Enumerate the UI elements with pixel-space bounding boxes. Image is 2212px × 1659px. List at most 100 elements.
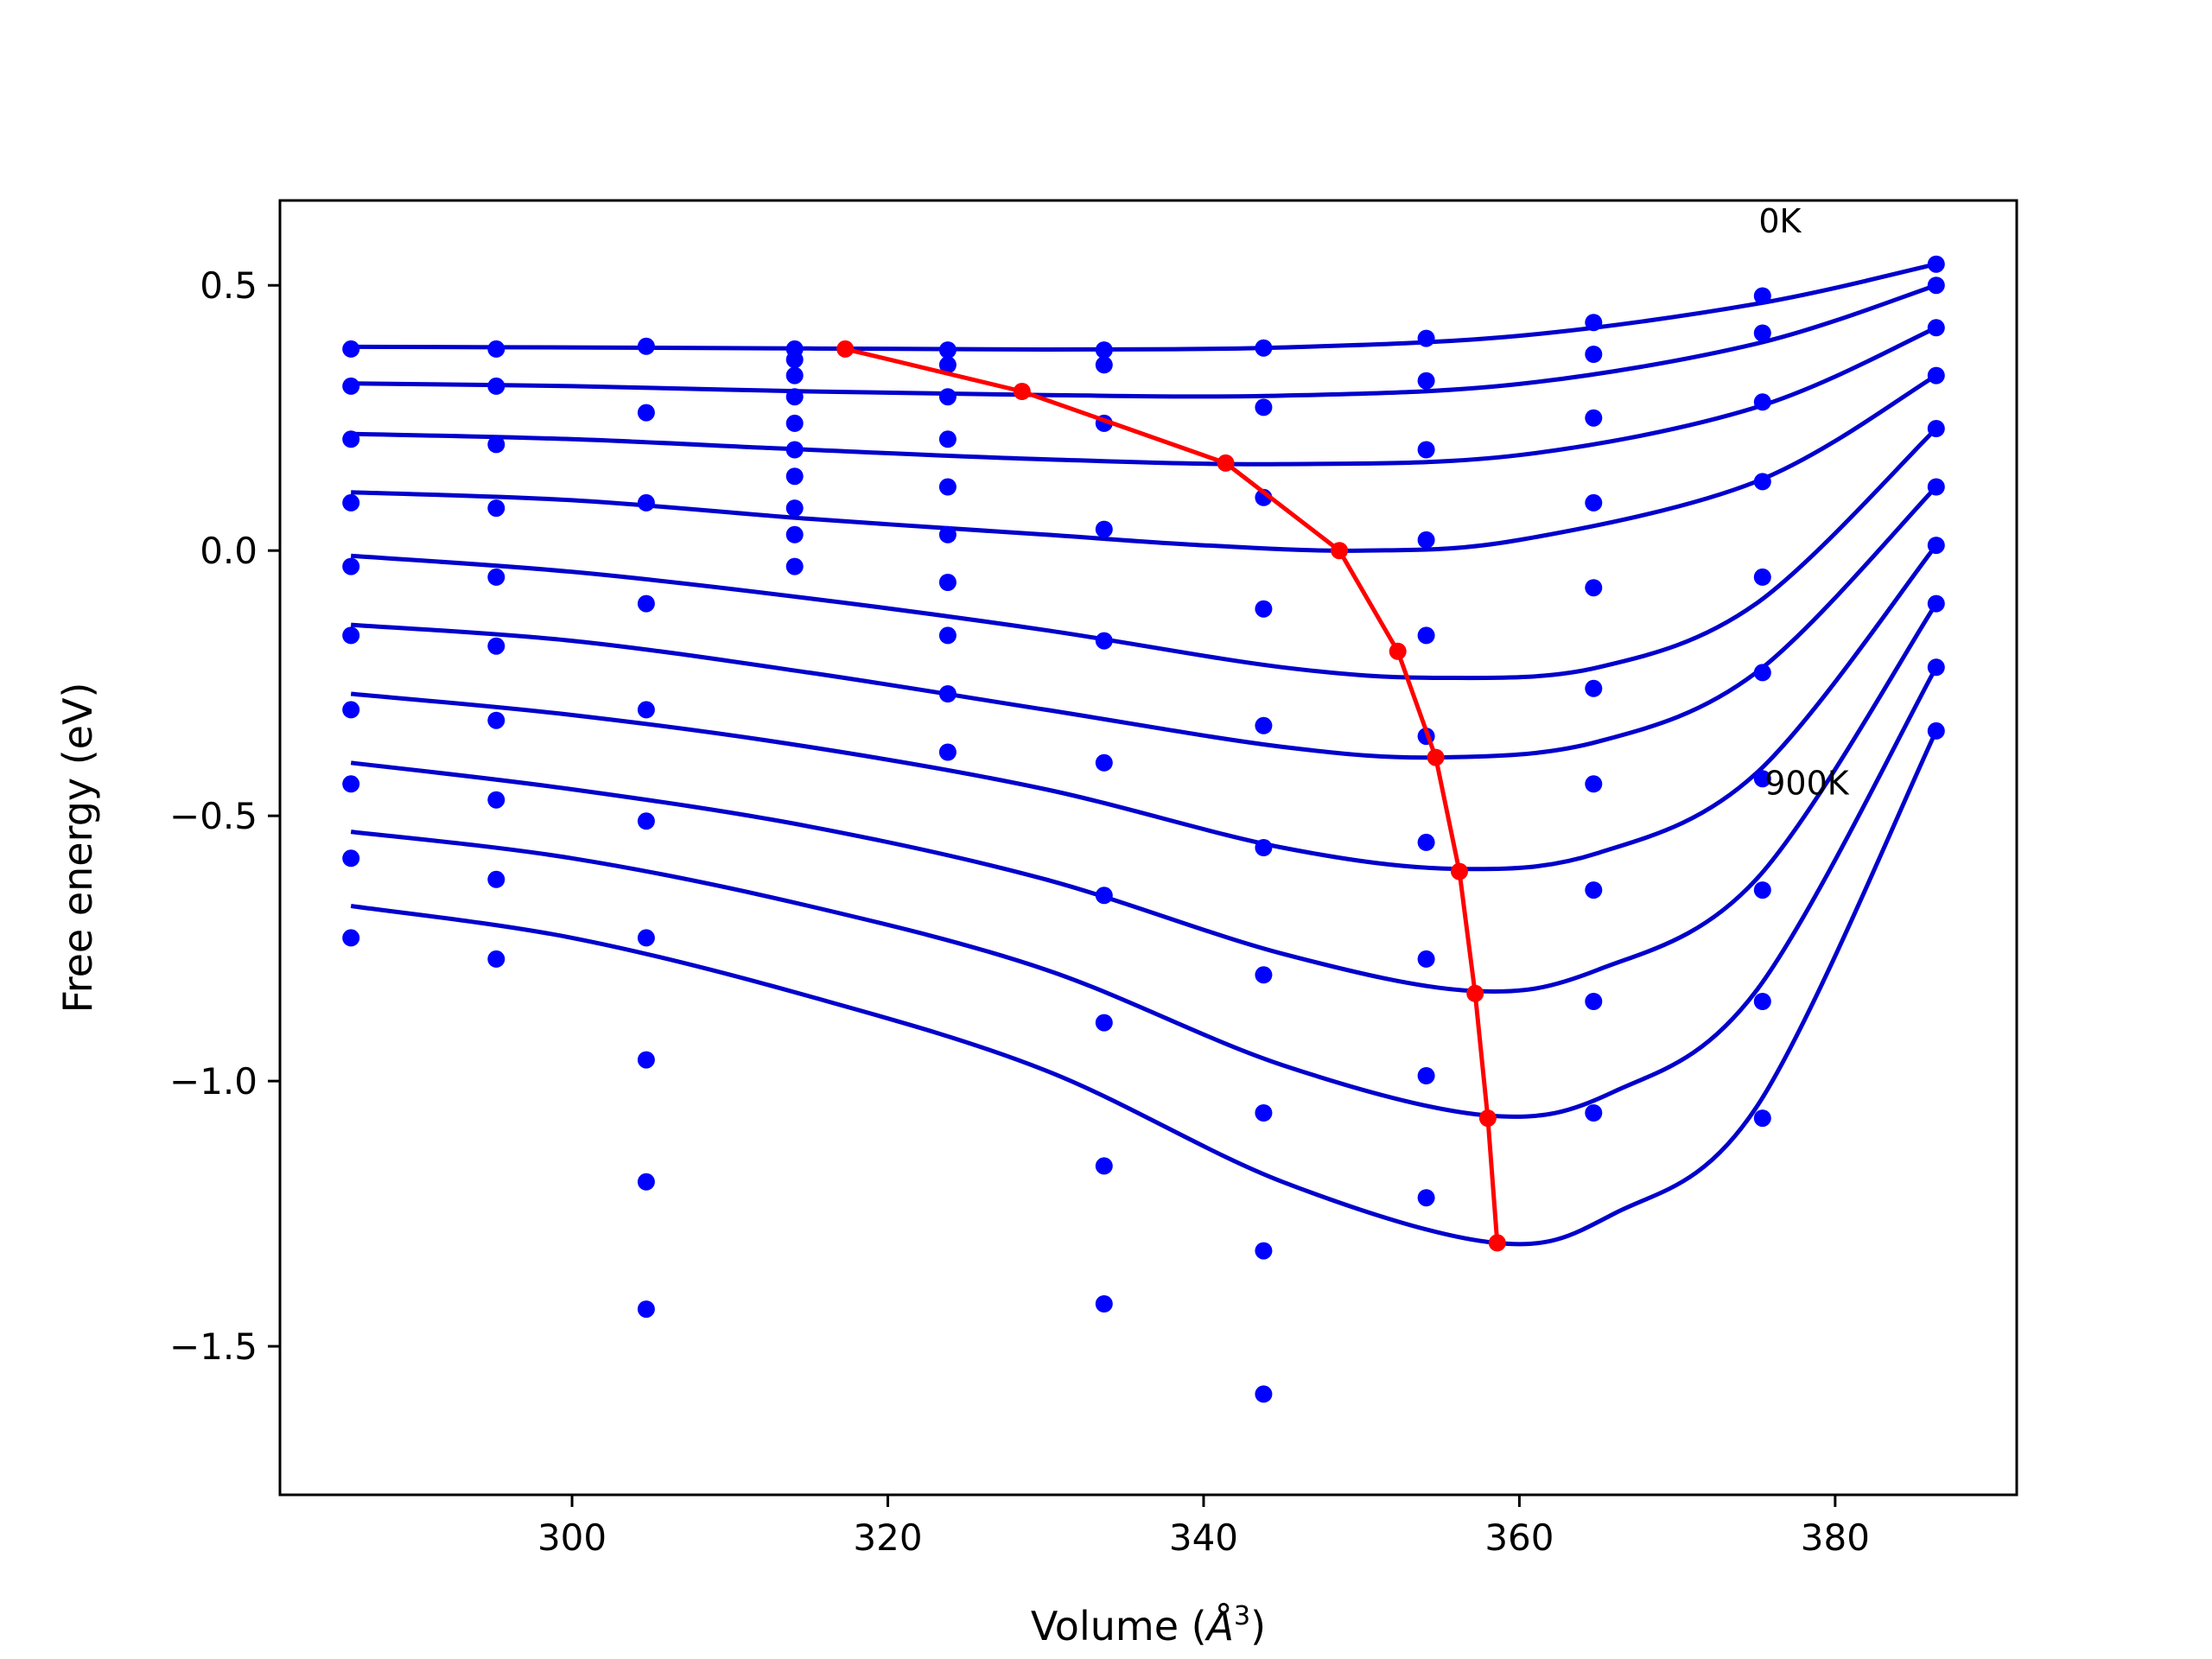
data-point-800k-4 xyxy=(938,685,957,702)
data-point-900k-10 xyxy=(1927,721,1945,740)
fit-curve-500k xyxy=(351,485,1938,760)
data-point-100k-5 xyxy=(1095,356,1113,374)
minimum-path-line xyxy=(844,346,1500,1243)
data-point-600k-10 xyxy=(1927,537,1945,555)
y-tick-label-0: 0.5 xyxy=(200,264,257,307)
data-point-900k-2 xyxy=(637,1300,655,1319)
data-point-200k-4 xyxy=(938,388,957,406)
data-point-300k-6 xyxy=(1255,600,1273,618)
data-point-600k-7 xyxy=(1417,833,1435,851)
data-point-500k-4 xyxy=(938,525,957,543)
minimum-point-8 xyxy=(1478,1109,1497,1128)
data-point-400k-8 xyxy=(1585,579,1603,597)
data-point-600k-6 xyxy=(1255,966,1273,984)
data-point-100k-2 xyxy=(637,404,655,422)
data-point-800k-10 xyxy=(1927,658,1945,677)
x-tick-label-300: 300 xyxy=(537,1516,607,1559)
minimum-point-5 xyxy=(1427,748,1445,766)
data-point-400k-0 xyxy=(342,557,360,575)
data-point-800k-5 xyxy=(1095,1157,1113,1175)
data-point-900k-5 xyxy=(1095,1295,1113,1313)
x-tick-label-320: 320 xyxy=(853,1516,922,1559)
data-point-0k-1 xyxy=(487,340,505,358)
minimum-point-2 xyxy=(1217,454,1235,472)
x-axis-ticks: 300 320 340 360 380 xyxy=(537,1495,1870,1559)
data-point-900k-3 xyxy=(785,557,804,575)
x-tick-label-340: 340 xyxy=(1169,1516,1238,1559)
data-point-500k-6 xyxy=(1255,839,1273,856)
x-tick-label-380: 380 xyxy=(1801,1516,1870,1559)
data-point-300k-3 xyxy=(785,388,804,406)
minimum-point-6 xyxy=(1451,862,1468,880)
data-point-200k-1 xyxy=(487,435,505,454)
data-point-300k-2 xyxy=(637,594,655,613)
data-point-0k-7 xyxy=(1417,329,1435,347)
data-point-400k-6 xyxy=(1255,716,1273,734)
fit-curve-800k xyxy=(350,666,1938,1119)
data-point-800k-8 xyxy=(1585,993,1603,1010)
data-point-0k-5 xyxy=(1095,341,1113,359)
data-point-700k-8 xyxy=(1585,881,1603,899)
y-tick-label-1: 0.0 xyxy=(200,530,257,572)
annotation-900k: 900K xyxy=(1764,765,1850,803)
data-point-0k-2 xyxy=(637,337,655,355)
y-tick-label-2: −0.5 xyxy=(169,795,257,837)
data-point-400k-3 xyxy=(785,414,804,432)
data-point-100k-0 xyxy=(342,377,360,395)
data-point-300k-1 xyxy=(487,499,505,518)
data-point-0k-6 xyxy=(1255,339,1273,357)
data-point-900k-9 xyxy=(1753,1109,1771,1128)
data-point-500k-8 xyxy=(1585,679,1603,697)
data-point-600k-3 xyxy=(785,467,804,486)
data-point-700k-4 xyxy=(938,626,957,645)
annotation-0k: 0K xyxy=(1758,202,1802,240)
x-axis-unit: Å xyxy=(1205,1603,1234,1649)
data-point-500k-2 xyxy=(637,812,655,830)
data-point-500k-9 xyxy=(1753,664,1771,682)
fit-curve-200k xyxy=(351,326,1937,467)
x-axis-label-text: Volume xyxy=(1031,1603,1179,1649)
data-point-700k-6 xyxy=(1255,1104,1273,1122)
data-point-500k-5 xyxy=(1095,753,1113,772)
data-point-500k-10 xyxy=(1927,478,1945,496)
data-point-800k-9 xyxy=(1753,993,1771,1010)
minimum-point-4 xyxy=(1389,642,1407,660)
data-point-100k-7 xyxy=(1417,372,1435,390)
data-point-900k-8 xyxy=(1585,1104,1603,1122)
data-point-300k-4 xyxy=(938,430,957,448)
data-point-100k-1 xyxy=(487,377,505,395)
data-point-100k-10 xyxy=(1927,276,1945,295)
data-point-200k-2 xyxy=(637,493,655,512)
data-point-0k-9 xyxy=(1753,287,1771,305)
y-axis-ticks: 0.5 0.0 −0.5 −1.0 −1.5 xyxy=(169,264,280,1368)
minimum-point-7 xyxy=(1466,984,1484,1002)
data-point-200k-8 xyxy=(1585,409,1603,427)
data-point-400k-10 xyxy=(1927,420,1945,437)
data-point-500k-3 xyxy=(785,441,804,459)
fit-curve-700k xyxy=(350,602,1938,995)
x-tick-label-360: 360 xyxy=(1484,1516,1554,1559)
data-point-900k-4 xyxy=(938,743,957,761)
x-axis-label: Volume (Å3) xyxy=(1031,1601,1266,1649)
data-point-500k-1 xyxy=(487,637,505,655)
data-point-0k-0 xyxy=(342,340,360,358)
data-point-900k-7 xyxy=(1417,1189,1435,1207)
data-point-800k-6 xyxy=(1255,1242,1273,1260)
minimum-point-1 xyxy=(1013,383,1031,400)
data-point-100k-3 xyxy=(785,351,804,369)
data-point-400k-1 xyxy=(487,568,505,586)
fit-curve-900k xyxy=(350,729,1939,1247)
y-tick-label-4: −1.5 xyxy=(169,1325,257,1368)
data-point-700k-3 xyxy=(785,499,804,518)
plot-frame xyxy=(278,199,2018,1497)
data-point-100k-6 xyxy=(1255,398,1273,416)
data-point-400k-4 xyxy=(938,478,957,496)
data-point-900k-1 xyxy=(487,950,505,968)
fit-curves xyxy=(350,262,1939,1247)
data-point-800k-0 xyxy=(342,849,360,868)
data-point-700k-9 xyxy=(1753,881,1771,899)
data-point-500k-0 xyxy=(342,626,360,645)
y-tick-label-3: −1.0 xyxy=(169,1060,257,1103)
